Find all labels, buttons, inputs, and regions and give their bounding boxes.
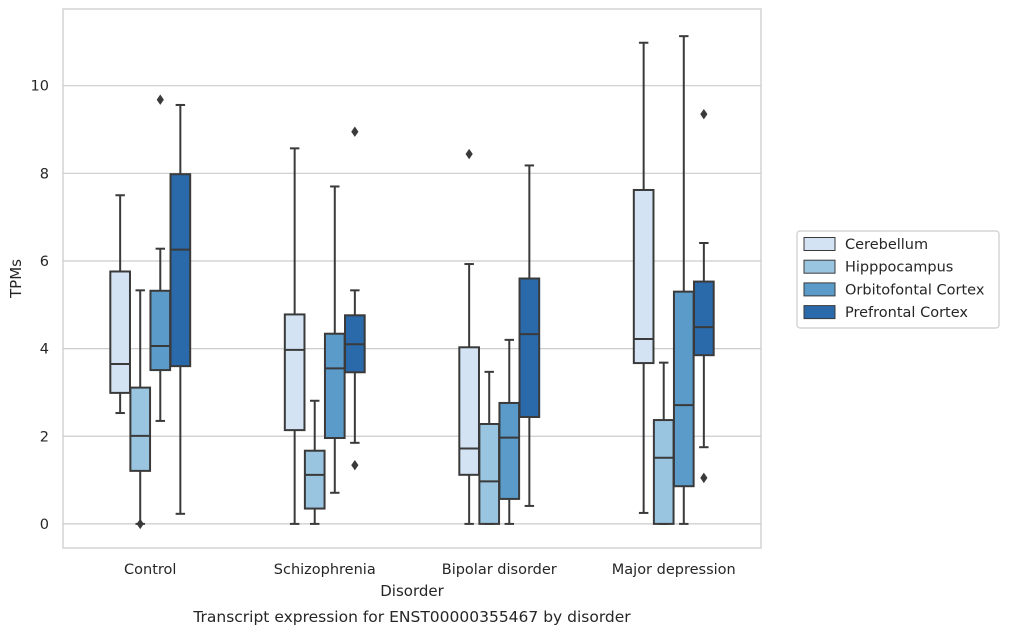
y-tick-label: 0 bbox=[40, 517, 49, 533]
box-group bbox=[518, 164, 541, 507]
legend: Cerebellum Hipppocampus Orbitofontal Corte… bbox=[796, 230, 1000, 329]
box-iqr bbox=[323, 332, 346, 440]
outlier-point bbox=[465, 148, 473, 160]
x-tick-label: Major depression bbox=[612, 562, 736, 578]
box-iqr bbox=[652, 419, 675, 525]
legend-item: Cerebellum bbox=[803, 237, 928, 253]
box-iqr bbox=[478, 422, 501, 525]
legend-item: Hipppocampus bbox=[803, 259, 953, 276]
x-tick-label: Control bbox=[124, 562, 176, 578]
box-group bbox=[109, 194, 131, 415]
y-axis-label: TPMs bbox=[7, 259, 25, 299]
plot-area-frame bbox=[62, 8, 762, 549]
y-tick-label: 2 bbox=[40, 429, 49, 445]
box-iqr bbox=[632, 188, 655, 365]
box-group bbox=[498, 338, 521, 525]
box-iqr bbox=[109, 270, 131, 394]
legend-swatch bbox=[803, 305, 836, 320]
legend-label: Hipppocampus bbox=[845, 260, 953, 276]
x-tick-labels: Control Schizophrenia Bipolar disorder Majo… bbox=[124, 562, 736, 578]
legend-swatch bbox=[803, 259, 836, 274]
box-group bbox=[323, 185, 346, 494]
outlier-point bbox=[351, 459, 359, 471]
legend-label: Cerebellum bbox=[845, 237, 928, 253]
box-group bbox=[632, 41, 655, 514]
box-iqr bbox=[458, 346, 480, 476]
box-iqr bbox=[169, 173, 192, 368]
box-iqr bbox=[149, 289, 172, 372]
outlier-point bbox=[156, 94, 164, 105]
box-group bbox=[169, 103, 192, 515]
box-group bbox=[344, 126, 366, 471]
box-group bbox=[303, 399, 326, 525]
x-tick-label: Schizophrenia bbox=[274, 562, 376, 578]
box-group bbox=[458, 148, 480, 525]
legend-box bbox=[796, 230, 1000, 329]
legend-swatch bbox=[803, 282, 836, 297]
y-tick-label: 8 bbox=[40, 166, 49, 182]
y-tick-label: 10 bbox=[31, 79, 49, 95]
y-tick-label: 4 bbox=[40, 342, 49, 358]
x-axis-label: Disorder bbox=[380, 582, 444, 600]
outlier-point bbox=[136, 518, 144, 530]
box-group bbox=[672, 35, 695, 525]
legend-label: Orbitofontal Cortex bbox=[845, 282, 985, 298]
outlier-point bbox=[351, 126, 359, 137]
box-series bbox=[109, 35, 715, 530]
legend-swatch bbox=[803, 237, 836, 251]
box-group bbox=[693, 108, 715, 484]
box-group bbox=[283, 147, 306, 525]
y-tick-labels: 0 2 4 6 8 10 bbox=[31, 79, 49, 533]
box-iqr bbox=[129, 386, 152, 472]
outlier-point bbox=[700, 108, 708, 120]
chart-caption: Transcript expression for ENST0000035546… bbox=[192, 608, 631, 626]
box-iqr bbox=[693, 280, 715, 357]
box-group bbox=[129, 289, 152, 530]
x-tick-label: Bipolar disorder bbox=[442, 562, 557, 578]
legend-item: Prefrontal Cortex bbox=[803, 305, 968, 321]
outlier-point bbox=[700, 472, 708, 484]
box-iqr bbox=[303, 449, 326, 510]
legend-label: Prefrontal Cortex bbox=[845, 305, 968, 321]
box-iqr bbox=[518, 277, 541, 418]
legend-item: Orbitofontal Cortex bbox=[803, 282, 985, 298]
box-iqr bbox=[498, 401, 521, 500]
box-iqr bbox=[672, 290, 695, 488]
box-iqr bbox=[283, 313, 306, 432]
y-tick-label: 6 bbox=[40, 254, 49, 270]
